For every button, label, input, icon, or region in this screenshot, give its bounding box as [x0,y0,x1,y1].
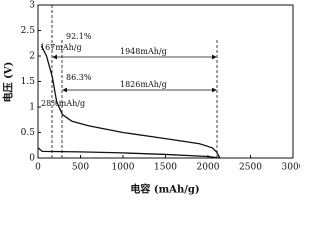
y-tick-label: 0.5 [21,128,36,138]
annotation: 28%mAh/g [41,99,85,108]
annotation: 86.3% [66,73,92,82]
annotation: 167mAh/g [40,43,82,52]
y-tick-label: 2 [29,52,35,62]
x-tick-label: 1500 [154,163,177,173]
annotation: 1948mAh/g [120,47,167,56]
y-tick-label: 1.5 [21,77,36,87]
curve [37,147,220,159]
y-tick-label: 2.5 [21,26,36,36]
annotation-shapes [51,5,218,158]
x-tick-label: 2000 [197,163,220,173]
y-tick-label: 1 [29,103,35,113]
chart: 电容 (mAh/g) 电压 (V) 92.1% 167mAh/g 1948mAh… [2,1,301,196]
x-tick-label: 500 [72,163,89,173]
y-tick-label: 3 [29,1,35,11]
annotation: 1826mAh/g [120,80,167,89]
y-axis-label: 电压 (V) [2,62,15,103]
y-tick-label: 0 [29,154,35,164]
x-tick-label: 2500 [239,163,262,173]
annotation: 92.1% [66,32,92,41]
x-axis-label: 电容 (mAh/g) [130,183,199,196]
x-tick-label: 0 [35,163,41,173]
x-tick-label: 1000 [112,163,135,173]
curve [40,45,221,159]
